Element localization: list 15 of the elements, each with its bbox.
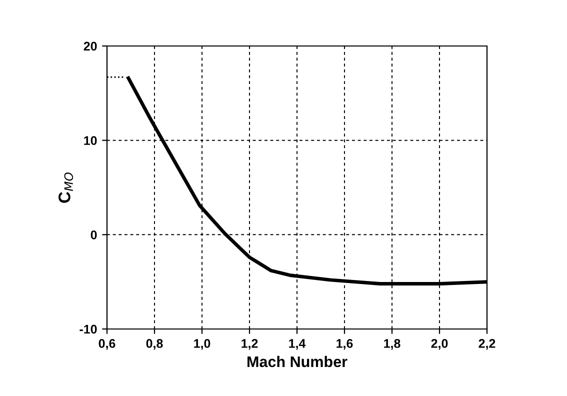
x-tick-label: 2,0 <box>431 339 448 350</box>
x-tick-label: 2,2 <box>478 339 496 350</box>
x-tick-label: 1,4 <box>289 339 306 350</box>
y-tick-label: 0 <box>90 230 97 240</box>
x-tick-label: 0,6 <box>98 339 116 350</box>
y-tick-label: 10 <box>84 136 97 145</box>
y-tick-label: -10 <box>80 324 97 334</box>
x-axis-title: Mach Number <box>248 356 348 368</box>
x-tick-label: 1,0 <box>194 339 210 350</box>
x-tick-label: 1,6 <box>336 339 353 350</box>
x-tick-label: 1,8 <box>384 339 400 350</box>
y-axis-title: C$_{MO}$ <box>58 172 74 203</box>
y-tick-label: 20 <box>84 42 97 51</box>
x-tick-label: 0,8 <box>146 339 163 350</box>
x-tick-label: 1,2 <box>242 339 258 350</box>
